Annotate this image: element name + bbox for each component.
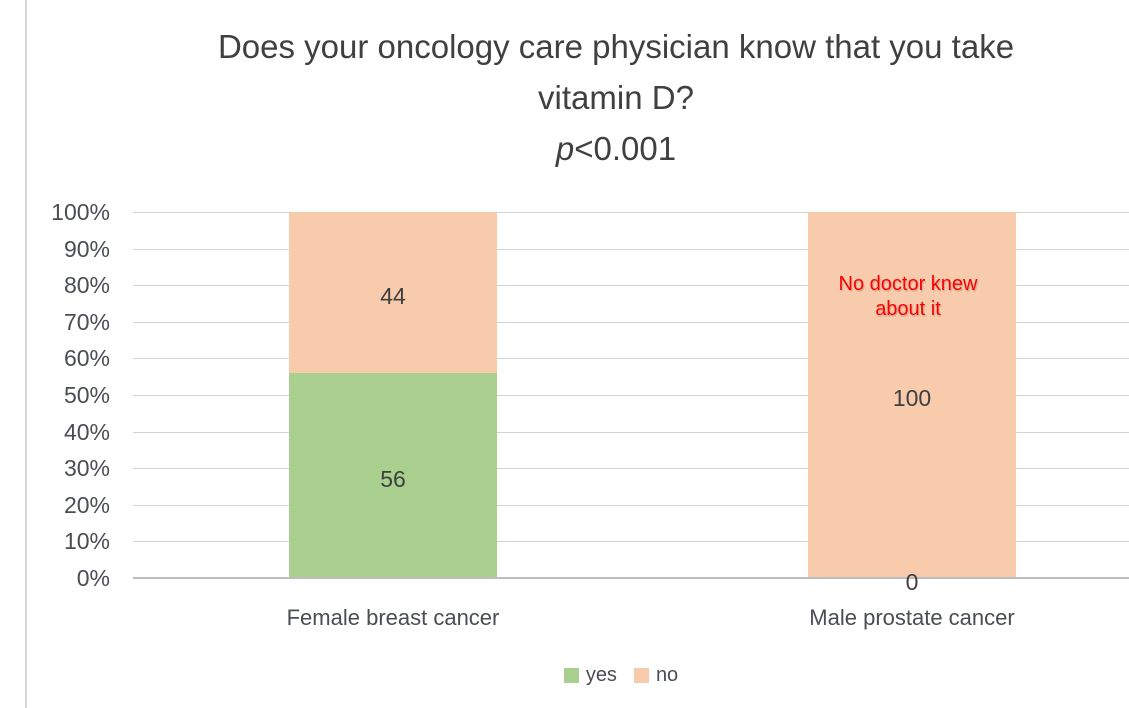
legend-label: yes — [585, 664, 617, 686]
y-tick-label: 60% — [63, 345, 110, 371]
annotation-line: No doctor knew — [838, 273, 978, 295]
legend-swatch-yes — [563, 667, 579, 683]
bar-segment-no — [289, 212, 497, 373]
data-label-no: 100 — [892, 385, 932, 411]
page-edge-line — [25, 0, 27, 708]
legend-entry-no: no — [633, 661, 679, 689]
bar-segment-no — [808, 212, 1016, 578]
y-tick-label: 0% — [76, 565, 110, 591]
legend-swatch-no — [633, 667, 649, 683]
annotation-no-doctor-knew: No doctor knew about it — [782, 272, 1034, 322]
data-label-no: 44 — [380, 283, 406, 309]
stat-note: p<0.001 — [103, 123, 1129, 174]
y-tick-label: 20% — [63, 492, 110, 518]
category-label: Male prostate cancer — [809, 605, 1015, 630]
legend-entry-yes: yes — [563, 661, 617, 689]
y-tick-label: 50% — [63, 382, 110, 408]
data-label-yes: 56 — [380, 466, 406, 492]
legend-label: no — [655, 664, 679, 686]
legend: yes no — [133, 661, 1109, 689]
y-tick-label: 70% — [63, 309, 110, 335]
stat-p-value: <0.001 — [574, 130, 677, 167]
y-tick-label: 40% — [63, 419, 110, 445]
y-tick-label: 100% — [51, 199, 110, 225]
chart-title: Does your oncology care physician know t… — [103, 21, 1129, 174]
stat-p-symbol: p — [555, 130, 575, 167]
y-tick-label: 30% — [63, 455, 110, 481]
gridline — [133, 432, 1129, 433]
gridline — [133, 358, 1129, 359]
gridline — [133, 249, 1129, 250]
gridline — [133, 541, 1129, 542]
x-axis-line — [133, 577, 1129, 579]
gridline — [133, 505, 1129, 506]
data-label-yes: 0 — [905, 569, 919, 595]
gridline — [133, 468, 1129, 469]
gridline — [133, 212, 1129, 213]
gridline — [133, 395, 1129, 396]
bar-segment-yes — [289, 373, 497, 578]
gridline — [133, 322, 1129, 323]
annotation-line: about it — [875, 298, 941, 320]
category-label: Female breast cancer — [286, 605, 500, 630]
y-tick-label: 10% — [63, 528, 110, 554]
y-tick-label: 80% — [63, 272, 110, 298]
y-tick-label: 90% — [63, 236, 110, 262]
title-line-2: vitamin D? — [538, 79, 694, 116]
title-line-1: Does your oncology care physician know t… — [217, 28, 1015, 65]
gridline — [133, 285, 1129, 286]
